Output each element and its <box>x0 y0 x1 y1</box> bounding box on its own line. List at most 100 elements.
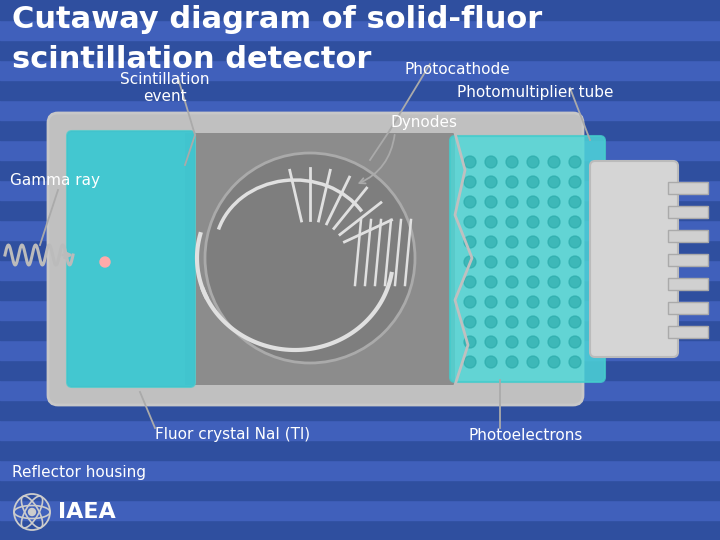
Circle shape <box>464 156 476 168</box>
Circle shape <box>485 296 497 308</box>
Circle shape <box>485 316 497 328</box>
Circle shape <box>506 216 518 228</box>
Circle shape <box>569 256 581 268</box>
Bar <box>0 360 720 380</box>
Bar <box>0 520 720 540</box>
FancyBboxPatch shape <box>450 136 605 382</box>
Circle shape <box>485 216 497 228</box>
Circle shape <box>548 356 560 368</box>
Circle shape <box>485 236 497 248</box>
Text: IAEA: IAEA <box>58 502 116 522</box>
Circle shape <box>569 336 581 348</box>
Circle shape <box>569 356 581 368</box>
Bar <box>0 60 720 80</box>
Circle shape <box>485 256 497 268</box>
Bar <box>668 278 708 290</box>
Bar <box>0 380 720 400</box>
Circle shape <box>569 196 581 208</box>
Circle shape <box>548 216 560 228</box>
Bar <box>0 400 720 420</box>
Bar <box>0 120 720 140</box>
Circle shape <box>569 216 581 228</box>
FancyBboxPatch shape <box>67 131 195 387</box>
Text: Scintillation
event: Scintillation event <box>120 72 210 104</box>
Bar <box>668 230 708 242</box>
FancyBboxPatch shape <box>67 131 195 387</box>
Circle shape <box>464 236 476 248</box>
Text: Photocathode: Photocathode <box>405 62 510 77</box>
Circle shape <box>506 356 518 368</box>
Circle shape <box>464 296 476 308</box>
Text: Cutaway diagram of solid-fluor: Cutaway diagram of solid-fluor <box>12 5 542 34</box>
Circle shape <box>548 316 560 328</box>
Text: Dynodes: Dynodes <box>390 114 457 130</box>
Circle shape <box>569 176 581 188</box>
Circle shape <box>506 256 518 268</box>
Text: Gamma ray: Gamma ray <box>10 172 100 187</box>
Bar <box>0 20 720 40</box>
Text: Reflector housing: Reflector housing <box>12 464 146 480</box>
Circle shape <box>527 216 539 228</box>
Bar <box>668 254 708 266</box>
Circle shape <box>205 153 415 363</box>
Circle shape <box>485 276 497 288</box>
Circle shape <box>506 296 518 308</box>
Bar <box>668 182 708 194</box>
Text: scintillation detector: scintillation detector <box>12 45 372 74</box>
Circle shape <box>464 356 476 368</box>
Circle shape <box>485 156 497 168</box>
Circle shape <box>548 156 560 168</box>
Circle shape <box>464 176 476 188</box>
Circle shape <box>464 316 476 328</box>
FancyBboxPatch shape <box>48 113 583 405</box>
Circle shape <box>527 316 539 328</box>
Text: Fluor crystal NaI (Tl): Fluor crystal NaI (Tl) <box>155 428 310 442</box>
Bar <box>0 160 720 180</box>
Circle shape <box>548 236 560 248</box>
Circle shape <box>548 256 560 268</box>
Circle shape <box>548 196 560 208</box>
Circle shape <box>527 196 539 208</box>
Bar <box>0 460 720 480</box>
Bar <box>0 100 720 120</box>
Bar <box>0 500 720 520</box>
Bar <box>668 326 708 338</box>
Bar <box>0 420 720 440</box>
Bar <box>0 80 720 100</box>
Circle shape <box>464 216 476 228</box>
Circle shape <box>569 236 581 248</box>
Circle shape <box>527 356 539 368</box>
Bar <box>0 340 720 360</box>
Circle shape <box>100 257 110 267</box>
Circle shape <box>485 356 497 368</box>
Circle shape <box>464 196 476 208</box>
Circle shape <box>506 156 518 168</box>
Circle shape <box>506 196 518 208</box>
Circle shape <box>485 176 497 188</box>
Bar <box>0 300 720 320</box>
Bar <box>0 320 720 340</box>
Circle shape <box>569 276 581 288</box>
Text: Photomultiplier tube: Photomultiplier tube <box>456 85 613 100</box>
Circle shape <box>527 336 539 348</box>
Bar <box>0 40 720 60</box>
Circle shape <box>527 156 539 168</box>
Circle shape <box>527 176 539 188</box>
Circle shape <box>29 509 35 516</box>
Circle shape <box>506 316 518 328</box>
Bar <box>0 240 720 260</box>
Bar <box>185 133 455 385</box>
Circle shape <box>527 276 539 288</box>
Bar <box>0 0 720 20</box>
Circle shape <box>569 296 581 308</box>
Bar <box>0 480 720 500</box>
Circle shape <box>485 196 497 208</box>
Circle shape <box>569 156 581 168</box>
Circle shape <box>548 296 560 308</box>
Bar <box>0 180 720 200</box>
FancyBboxPatch shape <box>590 161 678 357</box>
Circle shape <box>548 276 560 288</box>
Bar <box>0 280 720 300</box>
Circle shape <box>527 236 539 248</box>
Circle shape <box>464 336 476 348</box>
